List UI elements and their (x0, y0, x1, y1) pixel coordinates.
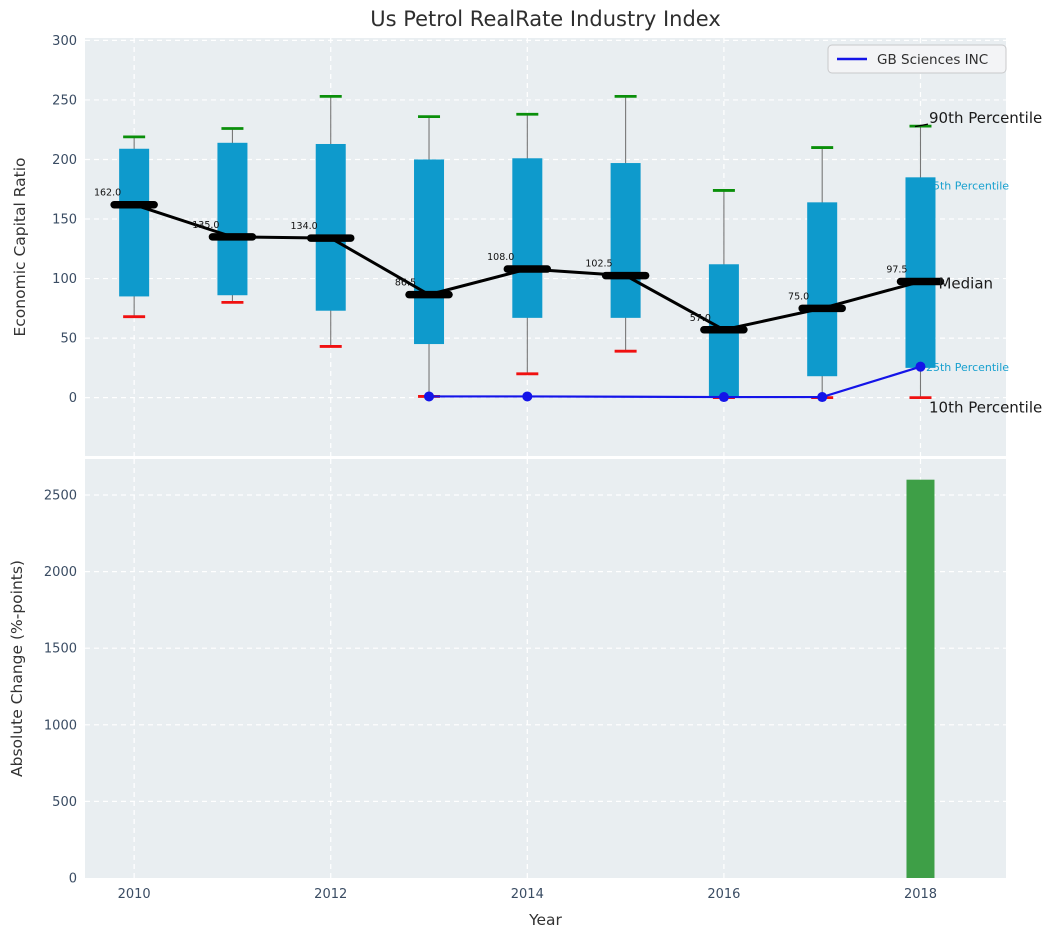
percentile-box-2018 (905, 177, 936, 368)
percentile-box-2015 (610, 163, 641, 318)
y-tick-top-50: 50 (60, 332, 77, 347)
label-10th-percentile: 10th Percentile (929, 399, 1042, 417)
y-tick-top-150: 150 (52, 213, 77, 228)
median-value-label-2010: 162.0 (94, 188, 121, 199)
company-point-2017 (817, 392, 828, 403)
y-tick-bottom-500: 500 (52, 795, 77, 810)
label-25th-percentile: 25th Percentile (926, 361, 1009, 374)
percentile-box-2013 (414, 159, 445, 345)
y-tick-top-300: 300 (52, 34, 77, 49)
company-point-2013 (424, 391, 435, 402)
y-tick-bottom-2500: 2500 (44, 489, 77, 504)
xlabel-year: Year (528, 911, 562, 929)
bottom-plot-bg (85, 459, 1006, 878)
median-value-label-2016: 57.0 (690, 313, 711, 324)
percentile-box-2011 (217, 142, 248, 296)
label-90th-percentile: 90th Percentile (929, 109, 1042, 127)
y-tick-bottom-0: 0 (69, 872, 77, 887)
ylabel-absolute-change: Absolute Change (%-points) (8, 560, 26, 777)
change-bar-2018 (906, 479, 935, 878)
median-value-label-2015: 102.5 (585, 259, 612, 270)
median-value-label-2018: 97.5 (886, 265, 907, 276)
y-tick-bottom-1500: 1500 (44, 642, 77, 657)
y-tick-top-250: 250 (52, 93, 77, 108)
y-tick-bottom-1000: 1000 (44, 718, 77, 733)
company-point-2016 (718, 392, 729, 403)
percentile-box-2014 (512, 158, 543, 318)
percentile-box-2017 (807, 202, 838, 377)
label-75th-percentile: 75th Percentile (926, 179, 1009, 192)
x-tick-2010: 2010 (118, 887, 151, 902)
y-tick-top-100: 100 (52, 272, 77, 287)
legend-label: GB Sciences INC (877, 52, 988, 68)
percentile-box-2012 (315, 143, 346, 311)
company-point-2018 (915, 361, 926, 372)
label-median: Median (938, 275, 993, 293)
x-tick-2018: 2018 (904, 887, 937, 902)
median-value-label-2013: 86.5 (395, 278, 416, 289)
company-point-2014 (522, 391, 533, 402)
x-tick-2012: 2012 (314, 887, 347, 902)
y-tick-top-200: 200 (52, 153, 77, 168)
y-tick-bottom-2000: 2000 (44, 565, 77, 580)
x-tick-2014: 2014 (511, 887, 544, 902)
y-tick-top-0: 0 (69, 391, 77, 406)
x-tick-2016: 2016 (707, 887, 740, 902)
percentile-box-2010 (119, 148, 150, 297)
median-value-label-2012: 134.0 (291, 221, 318, 232)
annotation-leader-line (914, 123, 929, 128)
chart-title: Us Petrol RealRate Industry Index (370, 7, 721, 31)
legend-box (827, 44, 1007, 74)
median-value-label-2011: 135.0 (192, 220, 219, 231)
ylabel-economic-capital-ratio: Economic Capital Ratio (11, 157, 29, 336)
median-value-label-2014: 108.0 (487, 252, 514, 263)
median-value-label-2017: 75.0 (788, 291, 809, 302)
